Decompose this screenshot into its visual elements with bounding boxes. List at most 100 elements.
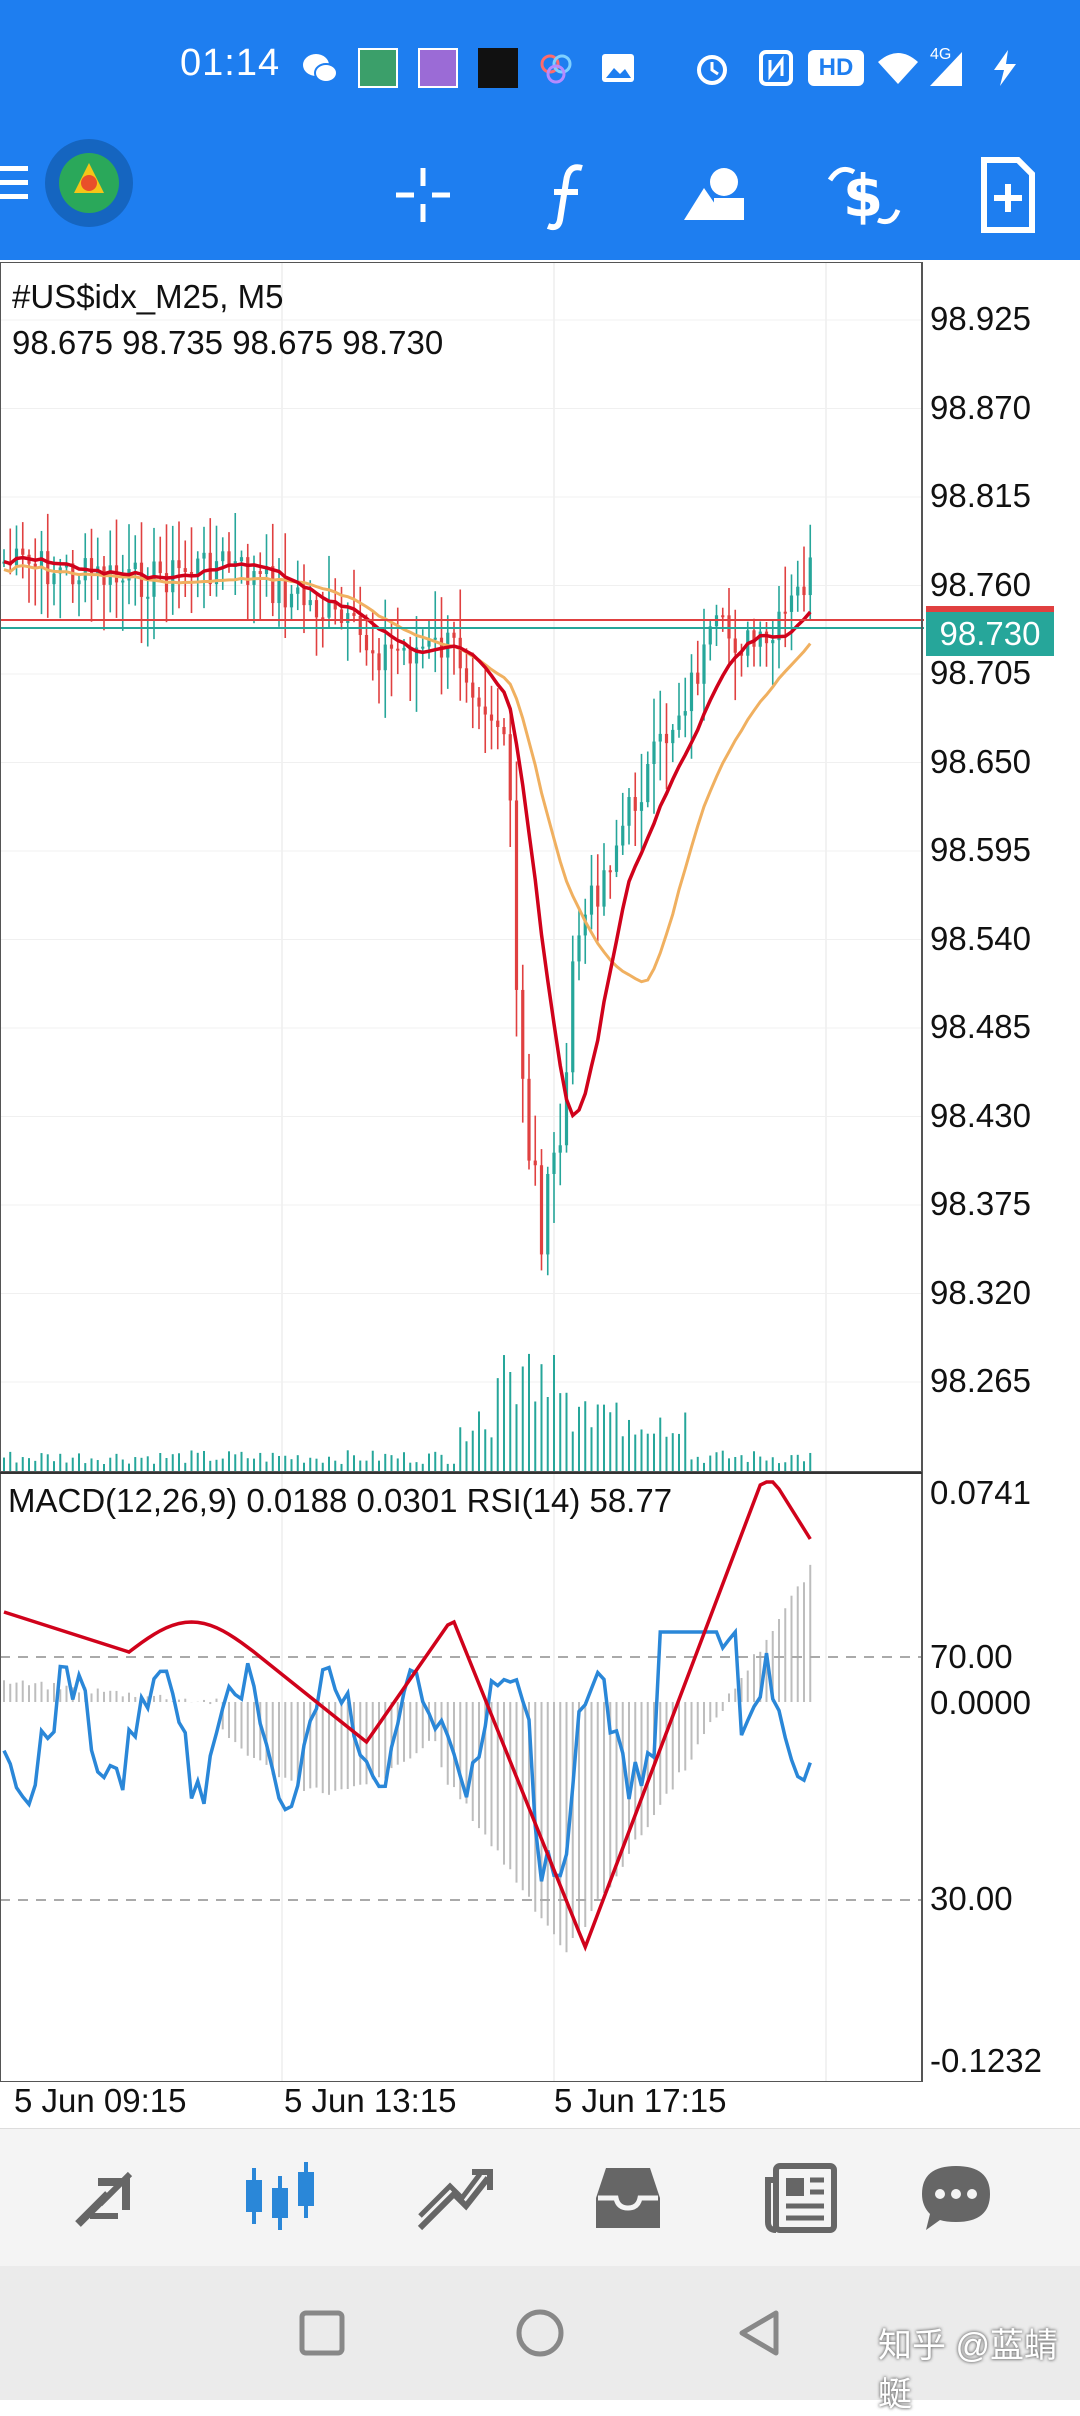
- candle-body: [227, 551, 231, 567]
- candle-body: [633, 797, 637, 811]
- candle-body: [546, 1173, 550, 1255]
- messages-icon[interactable]: [916, 2158, 996, 2238]
- candle-body: [133, 562, 137, 570]
- candle-body: [483, 706, 487, 715]
- nfc-icon: [759, 50, 793, 86]
- candle-body: [308, 600, 312, 606]
- candle-body: [158, 561, 162, 574]
- volume-bars: [3, 1353, 812, 1472]
- wechat-icon: [303, 54, 338, 83]
- news-icon[interactable]: [762, 2158, 842, 2238]
- candle-body: [246, 557, 250, 585]
- candle-body: [214, 561, 219, 585]
- indicator-chart[interactable]: [0, 1472, 1080, 2082]
- quotes-icon[interactable]: [68, 2158, 148, 2238]
- price-axis-label: 98.705: [930, 654, 1031, 691]
- home-button[interactable]: [512, 2305, 568, 2361]
- candle-body: [283, 578, 287, 608]
- new-order-icon[interactable]: [962, 150, 1052, 240]
- cloud-icon: [540, 54, 572, 84]
- recents-button[interactable]: [294, 2305, 350, 2361]
- candle-body: [771, 640, 775, 644]
- candle-body: [302, 587, 306, 606]
- macd-signal-line: [3, 1480, 812, 1952]
- candle-body: [177, 560, 181, 569]
- candle-body: [396, 648, 400, 651]
- function-icon[interactable]: [524, 150, 614, 240]
- gallery-icon: [602, 54, 634, 82]
- menu-icon[interactable]: [0, 160, 30, 206]
- candle-body: [627, 797, 631, 826]
- price-axis-label: 98.265: [930, 1362, 1031, 1399]
- price-axis-label: 98.760: [930, 565, 1031, 603]
- crosshair-icon[interactable]: [378, 150, 468, 240]
- price-axis-label: 98.430: [930, 1096, 1031, 1134]
- candle-body: [596, 885, 600, 907]
- rsi-30-label: 30.00: [930, 1880, 1013, 1917]
- back-button[interactable]: [732, 2305, 788, 2361]
- candle-body: [533, 1160, 537, 1166]
- candle-body: [421, 646, 425, 649]
- candle-body: [471, 682, 475, 698]
- rsi-70-label: 70.00: [930, 1638, 1013, 1675]
- price-axis-label: 98.595: [930, 831, 1031, 868]
- history-icon[interactable]: [588, 2158, 668, 2238]
- candle-body: [377, 653, 381, 671]
- objects-icon[interactable]: [670, 150, 760, 240]
- trade-icon[interactable]: $: [818, 150, 908, 240]
- system-navigation: [0, 2266, 1080, 2400]
- candle-body: [189, 572, 194, 576]
- candle-body: [733, 638, 737, 653]
- candle-body: [671, 729, 675, 744]
- candle-body: [702, 644, 706, 684]
- candle-body: [258, 571, 262, 575]
- candle-body: [383, 644, 387, 671]
- watermark: 知乎 @蓝蜻蜓: [878, 2327, 1058, 2414]
- candle-body: [614, 845, 619, 872]
- candle-body: [402, 647, 406, 651]
- app-icon: [418, 48, 458, 88]
- candle-body: [589, 885, 594, 915]
- candle-body: [327, 601, 331, 618]
- price-chart[interactable]: [0, 262, 1080, 1472]
- candle-body: [489, 714, 494, 721]
- price-axis-label: 98.540: [930, 919, 1031, 957]
- status-time: 01:14: [180, 42, 281, 84]
- candle-body: [277, 578, 281, 604]
- candle-body: [221, 551, 225, 562]
- macd-histogram: [3, 1564, 812, 1953]
- candle-body: [183, 568, 187, 573]
- candle-body: [658, 733, 662, 742]
- chart-icon[interactable]: [240, 2158, 320, 2238]
- candle-body: [652, 741, 656, 765]
- candle-body: [514, 800, 519, 990]
- candle-body: [289, 593, 294, 608]
- charging-icon: [994, 50, 1016, 86]
- macd-min-label: -0.1232: [930, 2042, 1042, 2079]
- macd-zero-label: 0.0000: [930, 1684, 1031, 1721]
- candle-body: [21, 548, 25, 555]
- candle-body: [789, 595, 794, 612]
- time-label: 5 Jun 13:15: [284, 2082, 457, 2119]
- time-label: 5 Jun 09:15: [14, 2082, 187, 2119]
- candle-body: [721, 615, 725, 618]
- price-axis-label: 98.320: [930, 1273, 1031, 1311]
- candle-body: [796, 586, 800, 596]
- trade-icon[interactable]: [414, 2158, 494, 2238]
- candle-body: [146, 596, 150, 599]
- svg-text:$: $: [843, 162, 883, 230]
- bottom-navigation: [0, 2128, 1080, 2267]
- candle-body: [296, 587, 300, 594]
- candle-body: [564, 1072, 569, 1146]
- candle-body: [689, 672, 694, 712]
- price-axis-label: 98.870: [930, 388, 1031, 426]
- candle-body: [508, 734, 512, 801]
- candle-body: [621, 825, 625, 846]
- ohlc-values: 98.675 98.735 98.675 98.730: [12, 324, 444, 361]
- candle-body: [346, 613, 350, 624]
- candle-body: [708, 626, 712, 645]
- metatrader-logo[interactable]: [44, 138, 134, 228]
- current-price-tag: 98.730: [926, 612, 1054, 656]
- candle-body: [264, 566, 269, 575]
- candle-body: [371, 650, 375, 654]
